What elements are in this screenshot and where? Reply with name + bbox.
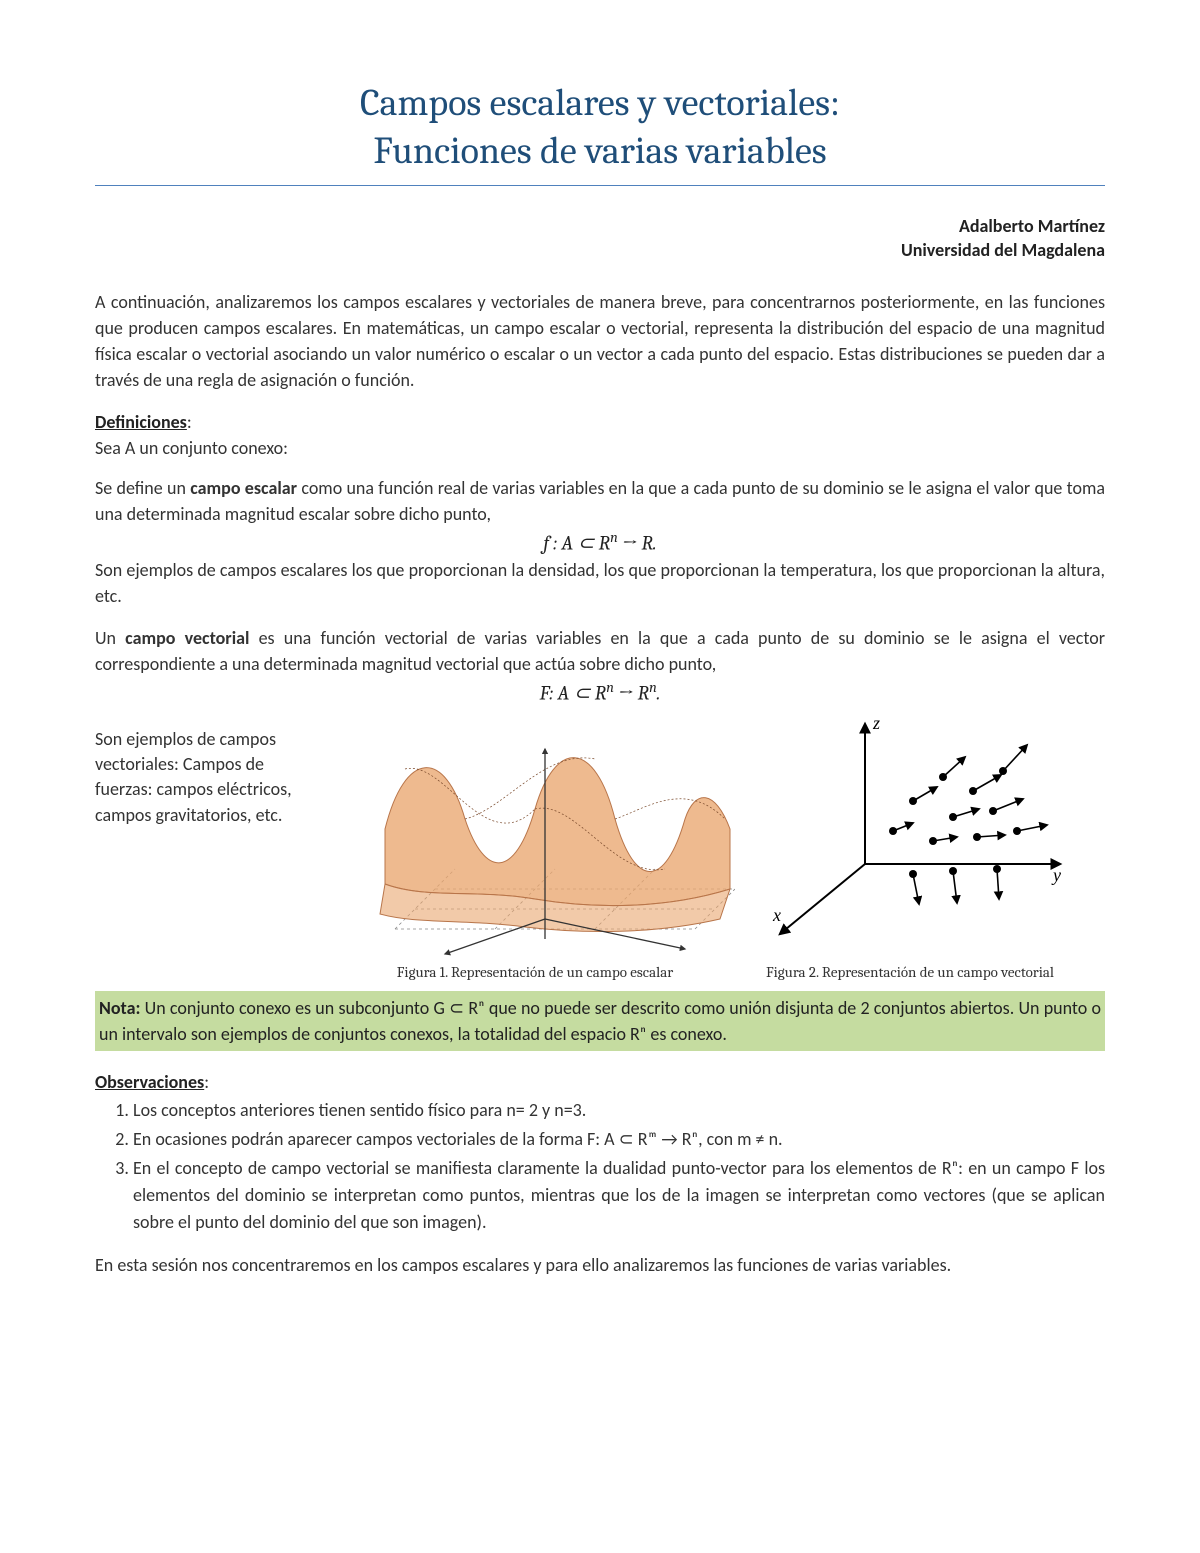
intro-paragraph: A continuación, analizaremos los campos … <box>95 289 1105 393</box>
escalar-examples: Son ejemplos de campos escalares los que… <box>95 557 1105 609</box>
note-label: Nota: <box>99 997 140 1019</box>
title-line-1: Campos escalares y vectoriales: <box>360 81 840 125</box>
author-affiliation: Universidad del Magdalena <box>95 238 1105 262</box>
escalar-def: Se define un campo escalar como una func… <box>95 475 1105 527</box>
axis-y-label: y <box>1051 865 1061 885</box>
vector-field-icon: z y x <box>745 709 1075 959</box>
observaciones-list: Los conceptos anteriores tienen sentido … <box>95 1097 1105 1236</box>
figure-1-caption: Figura 1. Representación de un campo esc… <box>397 963 673 981</box>
author-block: Adalberto Martínez Universidad del Magda… <box>95 214 1105 263</box>
axis-x-label: x <box>772 905 781 925</box>
vectorial-examples: Son ejemplos de campos vectoriales: Camp… <box>95 709 325 828</box>
document-title: Campos escalares y vectoriales: Funcione… <box>95 80 1105 186</box>
vectorial-def: Un campo vectorial es una función vector… <box>95 625 1105 677</box>
obs-heading-line: Observaciones: <box>95 1069 1105 1095</box>
figure-1: Figura 1. Representación de un campo esc… <box>335 709 735 981</box>
observacion-item: En ocasiones podrán aparecer campos vect… <box>133 1126 1105 1153</box>
vectorial-formula: F: A ⊂ Rn → Rn. <box>95 679 1105 705</box>
defs-block: Definiciones: Sea A un conjunto conexo: <box>95 409 1105 461</box>
escalar-formula: f : A ⊂ Rn → R. <box>95 529 1105 555</box>
observacion-item: Los conceptos anteriores tienen sentido … <box>133 1097 1105 1124</box>
obs-heading: Observaciones <box>95 1071 204 1093</box>
defs-heading: Definiciones <box>95 411 187 433</box>
figure-2: z y x Figura 2. Representación de un cam… <box>745 709 1075 981</box>
note-box: Nota: Un conjunto conexo es un subconjun… <box>95 991 1105 1051</box>
closing-paragraph: En esta sesión nos concentraremos en los… <box>95 1252 1105 1278</box>
observacion-item: En el concepto de campo vectorial se man… <box>133 1155 1105 1236</box>
axis-z-label: z <box>872 713 880 733</box>
note-text: Un conjunto conexo es un subconjunto G ⊂… <box>99 997 1101 1045</box>
title-line-2: Funciones de varias variables <box>373 129 826 173</box>
scalar-field-surface-icon <box>335 709 735 959</box>
author-name: Adalberto Martínez <box>95 214 1105 238</box>
defs-subline: Sea A un conjunto conexo: <box>95 437 288 459</box>
figures-row: Son ejemplos de campos vectoriales: Camp… <box>95 709 1105 981</box>
figure-2-caption: Figura 2. Representación de un campo vec… <box>766 963 1054 981</box>
